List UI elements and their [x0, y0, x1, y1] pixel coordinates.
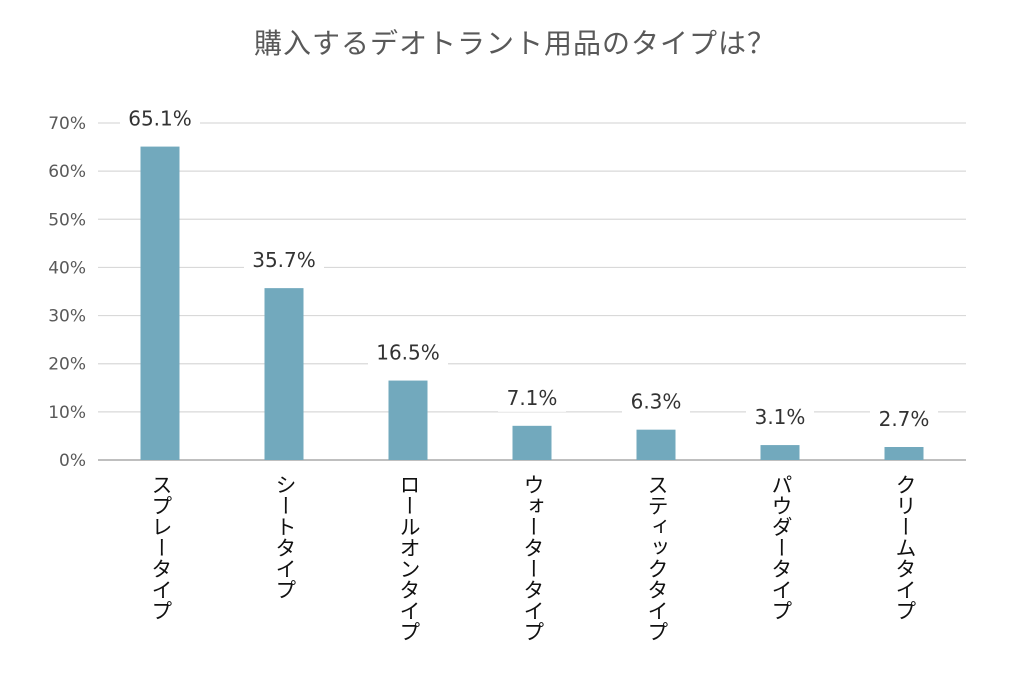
bar — [636, 429, 676, 460]
bar — [140, 146, 180, 460]
y-tick-label: 10% — [48, 403, 86, 423]
x-tick-label: ウォータータイプ — [521, 474, 545, 642]
data-label-background — [498, 383, 566, 412]
data-label-background — [120, 104, 200, 133]
gridlines — [98, 122, 966, 461]
chart-title: 購入するデオトラント用品のタイプは？ — [253, 27, 776, 60]
bar — [264, 288, 304, 460]
data-label-background — [244, 246, 324, 275]
y-tick-label: 0% — [59, 451, 86, 471]
data-label-background — [870, 405, 938, 434]
x-tick-label: スティックタイプ — [645, 474, 669, 642]
x-tick-label: パウダータイプ — [769, 474, 793, 621]
data-label-background — [368, 338, 448, 367]
bars — [140, 146, 924, 460]
data-label-background — [746, 403, 814, 432]
data-label-background — [622, 387, 690, 416]
y-tick-label: 60% — [48, 162, 86, 182]
data-label: 16.5% — [376, 341, 440, 365]
x-tick-label: クリームタイプ — [893, 474, 917, 621]
y-tick-label: 70% — [48, 114, 86, 134]
bar — [512, 425, 552, 460]
data-label: 65.1% — [128, 107, 192, 131]
data-label: 7.1% — [507, 386, 558, 410]
data-label: 35.7% — [252, 248, 316, 272]
data-label: 2.7% — [879, 407, 930, 431]
x-axis-labels: スプレータイプ シートタイプ ロールオンタイプ ウォータータイプ スティックタイプ パウダ… — [149, 474, 917, 642]
bar — [388, 380, 428, 460]
bar — [760, 445, 800, 460]
y-axis-ticks: 0% 10% 20% 30% 40% 50% 60% 70% — [48, 114, 86, 471]
x-tick-label: ロールオンタイプ — [397, 474, 421, 642]
data-label: 3.1% — [755, 405, 806, 429]
data-label: 6.3% — [631, 390, 682, 414]
x-tick-label: スプレータイプ — [149, 474, 173, 621]
y-tick-label: 20% — [48, 355, 86, 375]
bar — [884, 447, 924, 460]
y-tick-label: 40% — [48, 258, 86, 278]
y-tick-label: 50% — [48, 210, 86, 230]
y-tick-label: 30% — [48, 307, 86, 327]
x-tick-label: シートタイプ — [273, 474, 297, 600]
data-labels: 65.1% 35.7% 16.5% 7.1% 6.3% 3.1% 2.7% — [120, 104, 938, 434]
